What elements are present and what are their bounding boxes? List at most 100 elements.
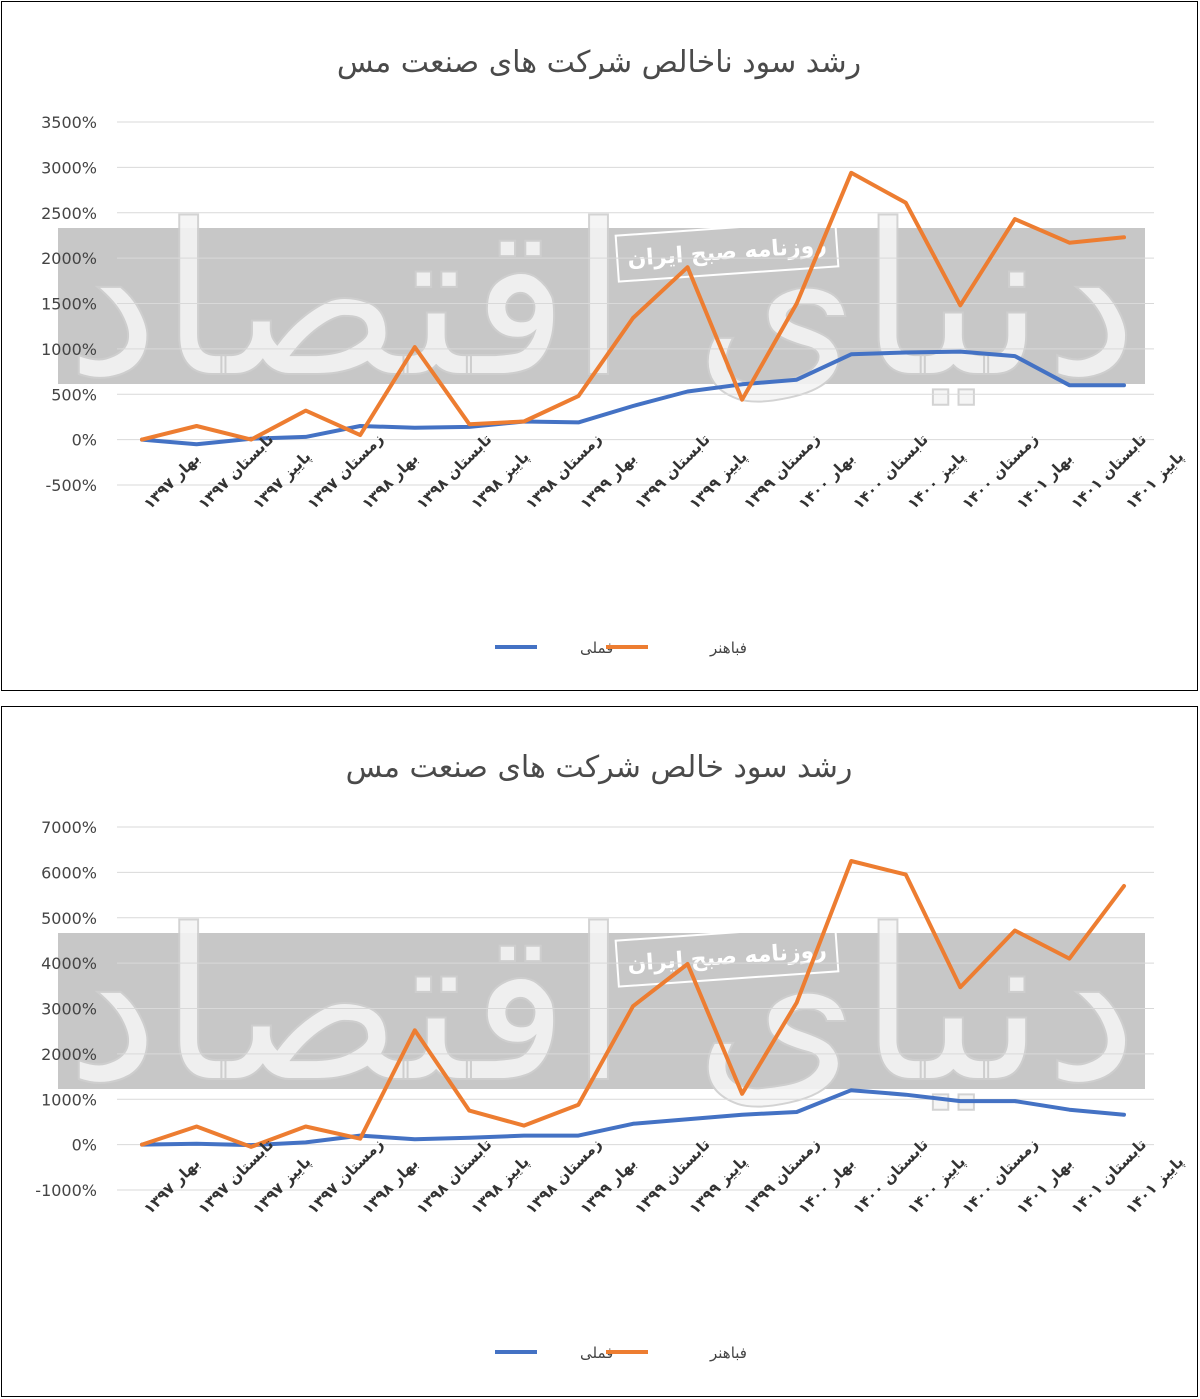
data-point [140,1143,144,1147]
y-tick-label: 1000% [41,1090,97,1109]
data-point [1122,383,1126,387]
data-point [1013,1099,1017,1103]
data-point [576,1134,580,1138]
data-point [1122,1113,1126,1117]
data-point [795,1110,799,1114]
chart-title: رشد سود ناخالص شرکت های صنعت مس [337,45,861,80]
data-point [467,1136,471,1140]
x-tick-label: بهار ۱۳۹۷ [140,1154,203,1217]
data-point [413,426,417,430]
data-point [904,1093,908,1097]
data-point [849,1088,853,1092]
data-point [904,201,908,205]
chart-panel-net-profit: رشد سود خالص شرکت های صنعت مس دنیای اقتصا… [1,706,1198,1397]
chart-title: رشد سود خالص شرکت های صنعت مس [346,750,853,785]
data-point [140,438,144,442]
y-tick-label: 5000% [41,909,97,928]
data-point [1067,383,1071,387]
data-point [958,985,962,989]
watermark-logo: دنیای اقتصاد [66,179,1138,424]
data-point [576,394,580,398]
data-point [576,420,580,424]
watermark-logo: دنیای اقتصاد [66,884,1138,1129]
y-tick-label: 0% [72,1136,97,1155]
data-point [522,1124,526,1128]
data-point [413,1137,417,1141]
y-tick-label: 3000% [41,158,97,177]
data-point [904,351,908,355]
data-point [795,1001,799,1005]
data-point [795,378,799,382]
data-point [195,1124,199,1128]
watermark-newspaper-frame [614,924,840,988]
data-point [195,1142,199,1146]
data-point [358,433,362,437]
y-tick-label: -500% [45,476,97,495]
legend-label-2: فباهنر [709,639,747,657]
x-tick-label: بهار ۱۳۹۷ [140,449,203,512]
data-point [686,1117,690,1121]
data-point [576,1103,580,1107]
data-point [740,398,744,402]
data-point [304,1124,308,1128]
data-point [1013,928,1017,932]
y-tick-label: 6000% [41,863,97,882]
legend-label-1: فملی [580,1344,613,1362]
data-point [304,1140,308,1144]
data-point [467,422,471,426]
data-point [958,303,962,307]
data-point [1067,957,1071,961]
data-point [849,352,853,356]
watermark-newspaper-frame [614,219,840,283]
y-tick-label: 2500% [41,204,97,223]
data-point [631,316,635,320]
y-tick-label: 1000% [41,340,97,359]
data-point [740,382,744,386]
chart-panel-gross-profit: رشد سود ناخالص شرکت های صنعت مس دنیای اقت… [1,1,1198,691]
data-point [467,425,471,429]
legend-label-2: فباهنر [709,1344,747,1362]
y-tick-label: -1000% [35,1181,97,1200]
data-point [904,873,908,877]
data-point [522,1134,526,1138]
data-point [195,442,199,446]
data-point [686,265,690,269]
data-point [522,419,526,423]
data-point [1013,217,1017,221]
y-tick-label: 2000% [41,1045,97,1064]
data-point [1013,354,1017,358]
y-tick-label: 7000% [41,818,97,837]
data-point [249,438,253,442]
data-point [1067,241,1071,245]
gross-profit-chart: رشد سود ناخالص شرکت های صنعت مس دنیای اقت… [41,45,1188,657]
data-point [849,859,853,863]
data-point [358,1137,362,1141]
data-point [304,435,308,439]
data-point [958,1099,962,1103]
y-tick-label: 2000% [41,249,97,268]
data-point [740,1113,744,1117]
data-point [686,962,690,966]
y-tick-label: 3500% [41,113,97,132]
data-point [467,1109,471,1113]
y-tick-label: 500% [51,385,97,404]
data-point [686,390,690,394]
data-point [631,1122,635,1126]
data-point [304,409,308,413]
legend-label-1: فملی [580,639,613,657]
data-point [1122,884,1126,888]
watermark-band [58,228,1145,384]
data-point [195,424,199,428]
data-point [413,345,417,349]
net-profit-chart: رشد سود خالص شرکت های صنعت مس دنیای اقتصا… [35,750,1188,1362]
data-point [1067,1108,1071,1112]
data-point [740,1092,744,1096]
data-point [413,1028,417,1032]
y-tick-label: 1500% [41,295,97,314]
y-tick-label: 3000% [41,1000,97,1019]
data-point [849,171,853,175]
y-tick-label: 0% [72,431,97,450]
data-point [249,1145,253,1149]
data-point [358,424,362,428]
data-point [795,302,799,305]
